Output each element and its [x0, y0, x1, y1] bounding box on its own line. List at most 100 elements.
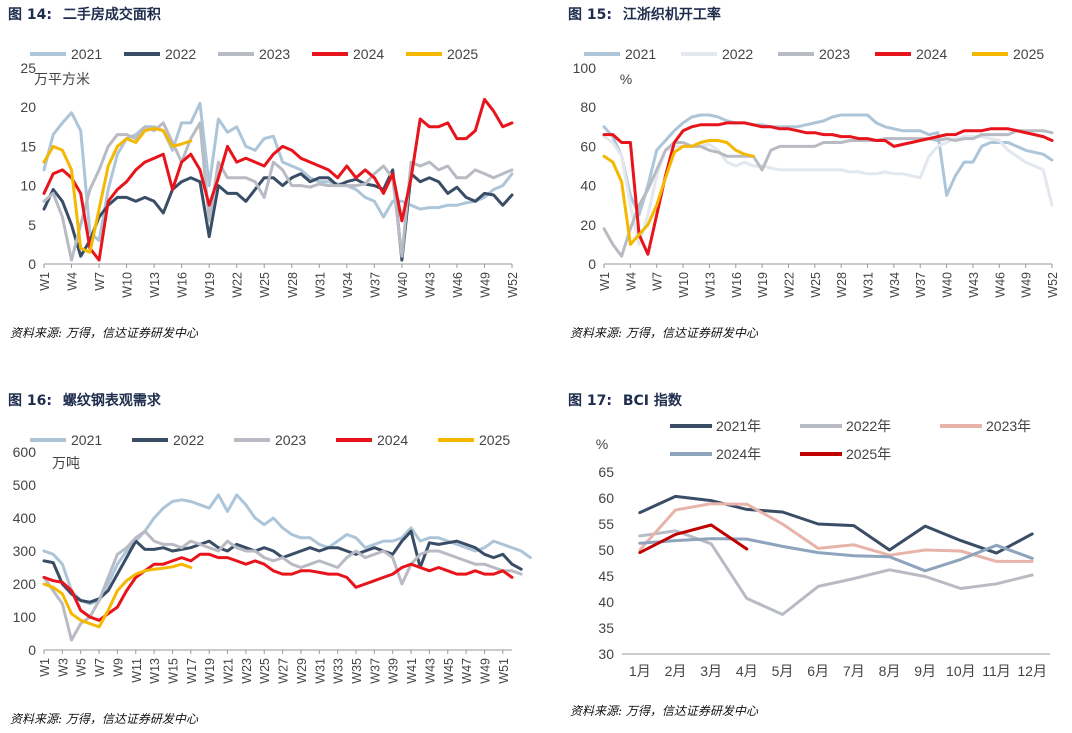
legend-label: 2021年: [716, 418, 761, 434]
series-line-2025年: [638, 523, 749, 555]
x-tick-label: W43: [423, 272, 437, 298]
y-tick-label: 500: [13, 477, 37, 493]
x-tick-label: 5月: [772, 663, 794, 679]
y-tick-label: 20: [580, 217, 596, 233]
legend-label: 2024: [353, 46, 384, 62]
x-tick-label: 3月: [700, 663, 722, 679]
x-tick-label: W52: [506, 272, 520, 298]
x-tick-label: W33: [332, 658, 346, 684]
y-axis-unit: 万平方米: [34, 71, 90, 87]
chart-title-label: 图 15:: [568, 7, 612, 23]
x-tick-label: W49: [478, 658, 492, 684]
legend-label: 2024: [916, 46, 947, 62]
y-tick-label: 400: [13, 510, 37, 526]
legend-label: 2024: [377, 432, 408, 448]
y-tick-label: 0: [28, 642, 36, 658]
x-tick-label: W52: [1046, 272, 1060, 298]
series-line-2025: [42, 562, 193, 629]
x-tick-label: W40: [941, 272, 955, 298]
x-tick-label: W31: [313, 658, 327, 684]
x-tick-label: W13: [148, 658, 162, 684]
x-tick-label: W47: [460, 658, 474, 684]
x-tick-label: W25: [258, 272, 272, 298]
x-tick-label: W23: [240, 658, 254, 684]
y-tick-label: 25: [20, 60, 36, 76]
x-tick-label: W10: [121, 272, 135, 298]
y-tick-label: 60: [598, 490, 614, 506]
x-tick-label: W43: [967, 272, 981, 298]
x-tick-label: W4: [624, 272, 638, 291]
x-tick-label: W1: [598, 272, 612, 291]
series-line-2024: [42, 552, 514, 622]
y-tick-label: 15: [20, 138, 36, 154]
chart-title: 图 16: 螺纹钢表观需求: [8, 390, 161, 410]
y-tick-label: 55: [598, 516, 614, 532]
x-tick-label: W15: [166, 658, 180, 684]
x-tick-label: W19: [203, 272, 217, 298]
x-tick-label: W1: [38, 658, 52, 677]
chart-panel-fig16: 图 16: 螺纹钢表观需求 0 100 200 300 400 500 600 万吨 W1 W3 W…: [0, 390, 536, 733]
x-tick-label: W49: [1020, 272, 1034, 298]
x-tick-label: W37: [914, 272, 928, 298]
y-tick-label: 50: [598, 542, 614, 558]
y-axis-unit: 万吨: [52, 455, 80, 471]
series-line-2023: [42, 529, 523, 642]
x-tick-label: W17: [185, 658, 199, 684]
legend-label: 2021: [71, 46, 102, 62]
x-tick-label: W34: [888, 272, 902, 298]
y-tick-label: 65: [598, 464, 614, 480]
x-tick-label: W46: [993, 272, 1007, 298]
chart-fig15: 0 20 40 60 80 100% W1 W4 W7 W10 W13 W16 W19 W22 W25 W28…: [573, 46, 1060, 298]
y-tick-label: 20: [20, 99, 36, 115]
series-line-2025: [42, 126, 193, 254]
x-tick-label: W51: [497, 658, 511, 684]
x-tick-label: W7: [93, 272, 107, 291]
series-line-2024年: [638, 537, 1034, 573]
x-tick-label: 4月: [736, 663, 758, 679]
y-tick-label: 100: [573, 60, 597, 76]
x-tick-label: W22: [782, 272, 796, 298]
x-tick-label: W1: [38, 272, 52, 291]
x-tick-label: W3: [56, 658, 70, 677]
chart-title-label: 图 16:: [8, 393, 52, 409]
y-tick-label: 0: [28, 256, 36, 272]
x-tick-label: W21: [222, 658, 236, 684]
chart-panel-fig15: 图 15: 江浙织机开工率 0 20 40 60 80 100% W1 W4 W7 W10 W13 W…: [560, 0, 1072, 366]
chart-title-text: 螺纹钢表观需求: [62, 393, 161, 409]
y-tick-label: 30: [598, 646, 614, 662]
legend-label: 2024年: [716, 446, 761, 462]
x-tick-label: W13: [703, 272, 717, 298]
x-tick-label: W41: [405, 658, 419, 684]
x-tick-label: W46: [451, 272, 465, 298]
legend-label: 2025年: [846, 446, 891, 462]
legend-label: 2021: [71, 432, 102, 448]
x-tick-label: 12月: [1017, 663, 1047, 679]
chart-fig16: 0 100 200 300 400 500 600 万吨 W1 W3 W5 W7 W9 W11 W13 W15…: [13, 432, 532, 684]
y-tick-label: 0: [588, 256, 596, 272]
chart-title-text: 江浙织机开工率: [622, 7, 721, 23]
x-tick-label: W40: [396, 272, 410, 298]
chart-title-label: 图 14:: [8, 7, 52, 23]
y-axis-unit: %: [620, 71, 632, 87]
x-tick-label: 11月: [982, 663, 1011, 679]
chart-source: 资料来源: 万得，信达证券研发中心: [570, 704, 758, 718]
legend-label: 2022: [173, 432, 204, 448]
y-tick-label: 5: [28, 217, 36, 233]
series-line-2021: [602, 113, 1054, 217]
chart-source: 资料来源: 万得，信达证券研发中心: [570, 326, 758, 340]
legend-label: 2023: [819, 46, 850, 62]
x-tick-label: W13: [148, 272, 162, 298]
series-line-2021: [42, 493, 532, 606]
chart-title-text: BCI 指数: [622, 393, 682, 409]
x-tick-label: W31: [313, 272, 327, 298]
series-line-2024: [602, 121, 1054, 256]
series-line-2022年: [638, 529, 1034, 616]
x-tick-label: W16: [730, 272, 744, 298]
y-tick-label: 600: [13, 444, 37, 460]
chart-source: 资料来源: 万得，信达证券研发中心: [10, 326, 198, 340]
x-tick-label: 2月: [665, 663, 687, 679]
x-tick-label: W16: [176, 272, 190, 298]
y-tick-label: 35: [598, 620, 614, 636]
legend-label: 2025: [447, 46, 478, 62]
legend-label: 2025: [1013, 46, 1044, 62]
